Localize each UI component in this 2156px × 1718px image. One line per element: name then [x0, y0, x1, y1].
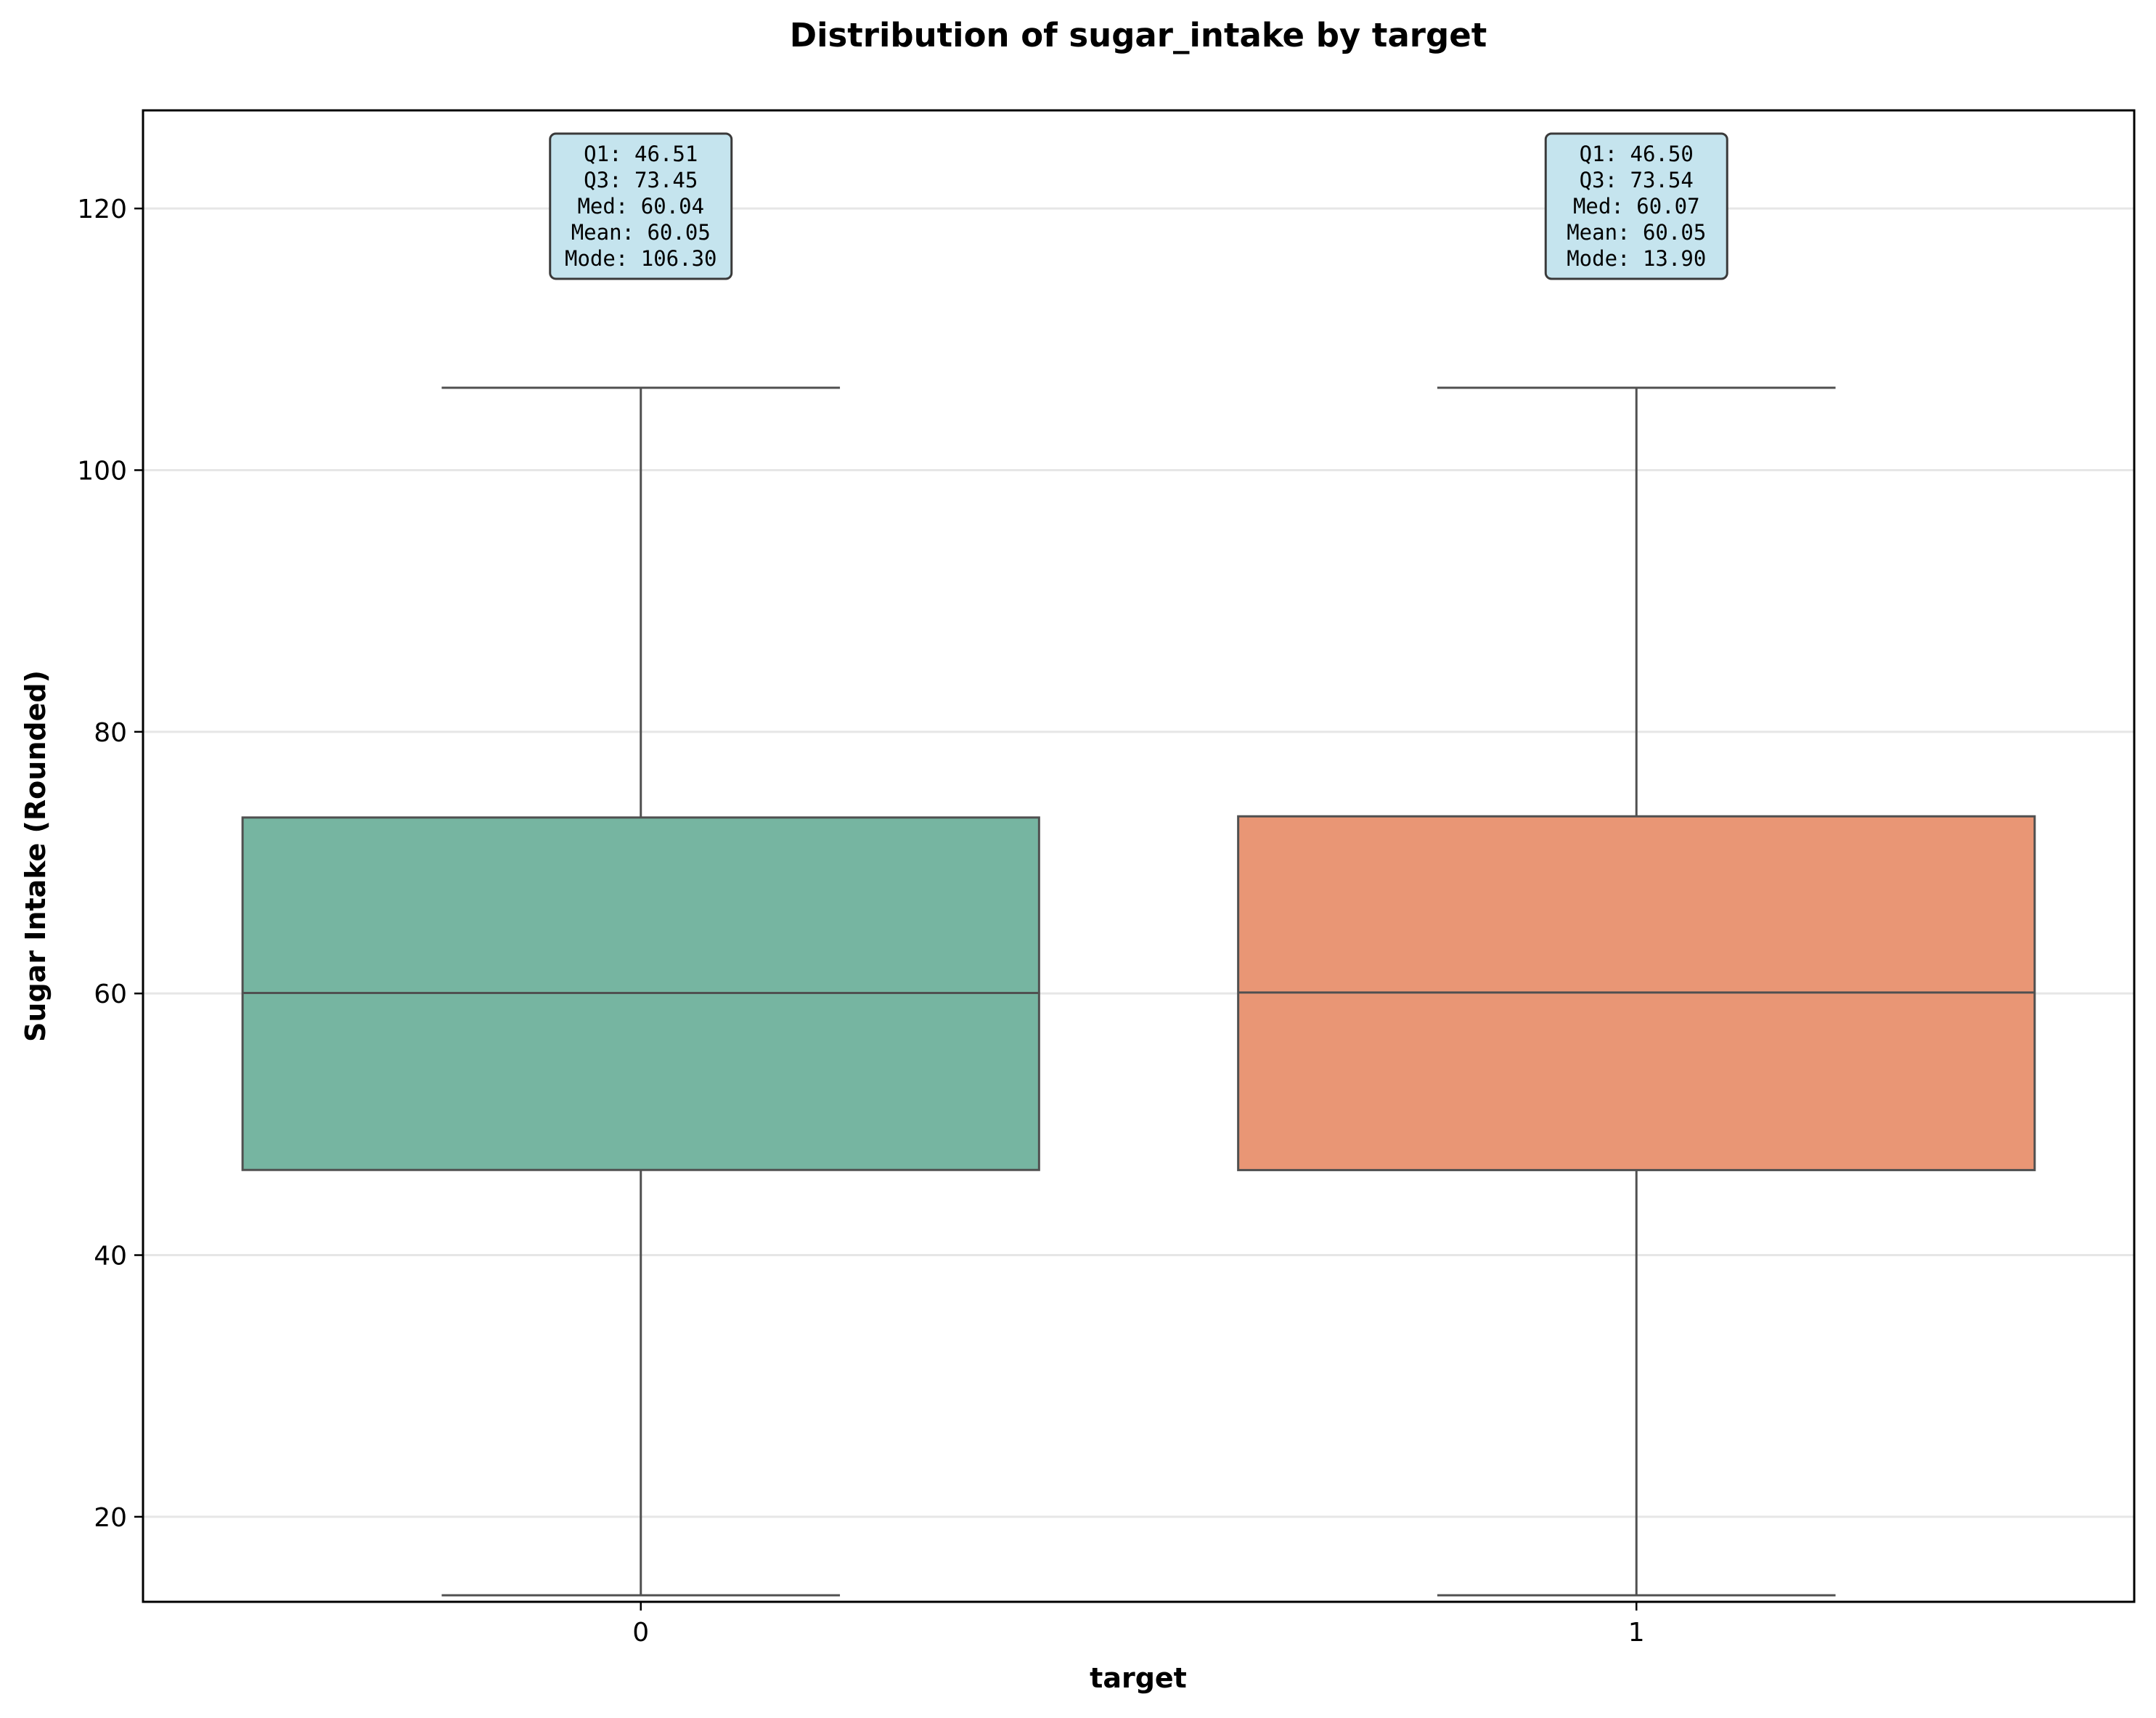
x-tick-label: 0 — [632, 1618, 649, 1648]
y-tick-label: 80 — [94, 718, 127, 748]
y-tick-label: 20 — [94, 1503, 127, 1533]
x-axis-label: target — [1090, 1662, 1187, 1694]
x-tick-label: 1 — [1628, 1618, 1645, 1648]
y-tick-label: 120 — [77, 195, 127, 224]
stats-annotation-line: Med: 60.07 — [1573, 194, 1700, 219]
stats-annotation-line: Mode: 106.30 — [565, 246, 717, 271]
y-tick-label: 40 — [94, 1242, 127, 1271]
chart-title: Distribution of sugar_intake by target — [790, 16, 1487, 54]
y-tick-label: 100 — [77, 456, 127, 486]
y-tick-label: 60 — [94, 980, 127, 1009]
stats-annotation-line: Q3: 73.54 — [1580, 168, 1694, 192]
box-layer — [241, 386, 2036, 1597]
stats-annotation-line: Q1: 46.51 — [584, 142, 698, 166]
stats-annotation-line: Mean: 60.05 — [571, 220, 711, 245]
stats-annotation-line: Med: 60.04 — [577, 194, 704, 219]
stats-annotation-box — [549, 132, 733, 280]
stats-annotation-line: Q3: 73.45 — [584, 168, 698, 192]
stats-annotation-box — [1544, 132, 1728, 280]
y-axis-label: Sugar Intake (Rounded) — [20, 670, 52, 1042]
axis-layer: 20 40 60 80 100 120 0 1 — [77, 195, 1644, 1648]
stats-annotation-line: Q1: 46.50 — [1580, 142, 1694, 166]
stats-annotation-line: Mean: 60.05 — [1567, 220, 1706, 245]
stats-annotation-line: Mode: 13.90 — [1567, 246, 1706, 271]
plot-frame — [142, 109, 2136, 1603]
